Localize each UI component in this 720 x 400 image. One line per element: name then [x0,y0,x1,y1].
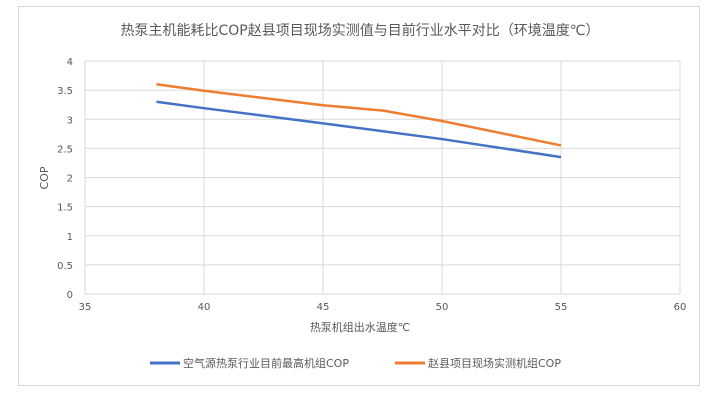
x-tick-label: 50 [436,302,449,313]
x-tick-label: 60 [674,302,687,313]
y-tick-label: 0.5 [57,261,73,272]
y-tick-label: 0 [67,290,73,301]
y-tick-label: 1 [67,232,73,243]
chart-frame [18,6,700,386]
series-line [156,100,562,159]
x-axis-label: 热泵机组出水温度℃ [310,320,410,334]
y-tick-label: 2 [67,174,73,185]
series-line [156,83,562,147]
y-tick-label: 3 [67,115,73,126]
y-tick-label: 1.5 [57,203,73,214]
y-tick-label: 3.5 [57,86,73,97]
x-tick-label: 55 [555,302,568,313]
legend-label: 空气源热泵行业目前最高机组COP [183,356,349,370]
y-tick-label: 2.5 [57,144,73,155]
x-tick-label: 40 [198,302,211,313]
chart-title: 热泵主机能耗比COP赵县项目现场实测值与目前行业水平对比（环境温度℃） [121,22,600,39]
x-tick-label: 45 [317,302,330,313]
legend-label: 赵县项目现场实测机组COP [428,356,561,370]
y-tick-label: 4 [67,57,73,68]
x-tick-label: 35 [79,302,92,313]
y-axis-label: COP [38,166,51,189]
